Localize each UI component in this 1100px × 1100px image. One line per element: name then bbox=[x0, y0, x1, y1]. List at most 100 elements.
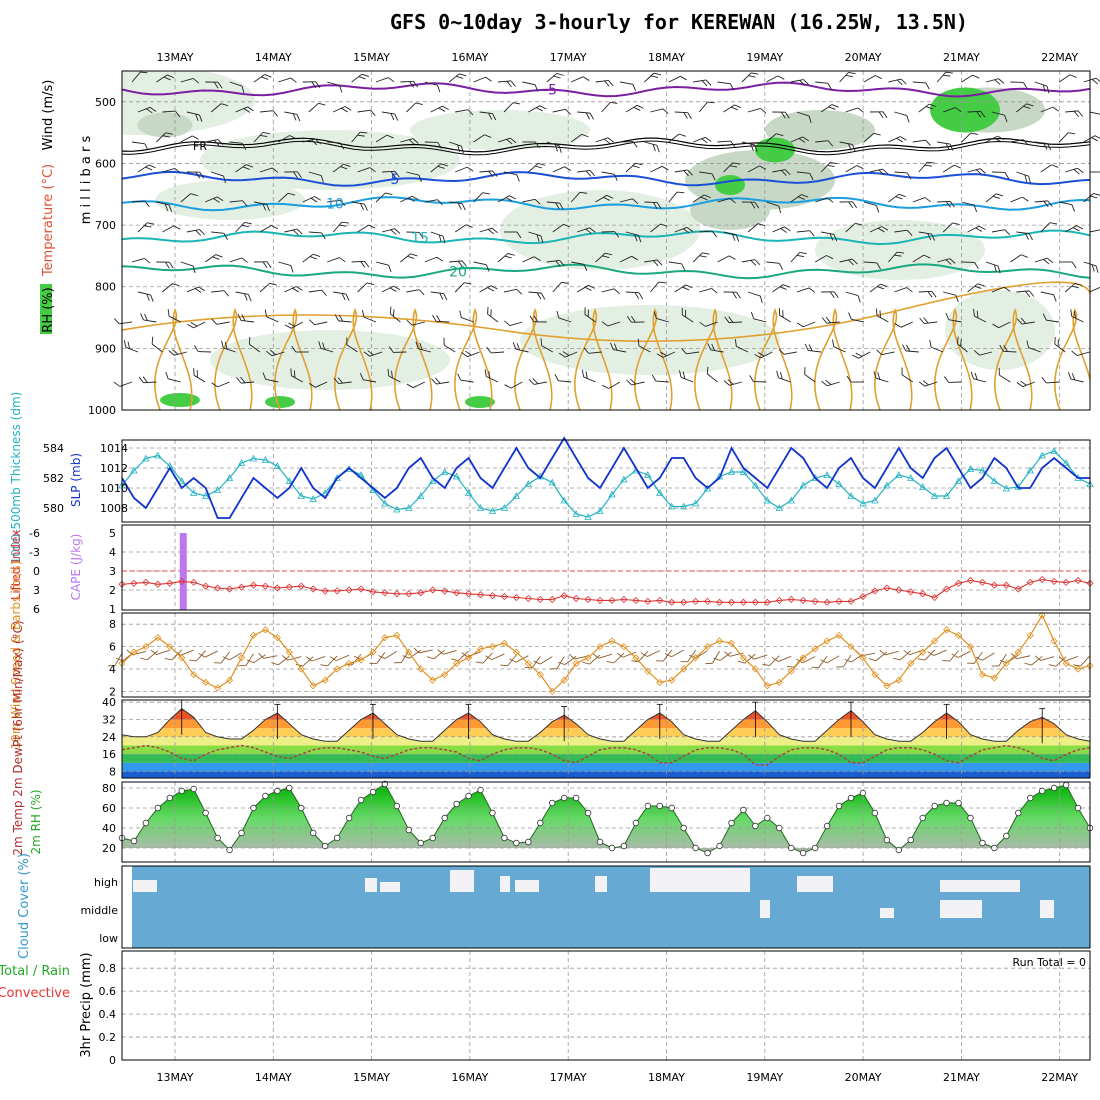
upper-wind-barb-6-6-staff bbox=[278, 261, 292, 267]
upper-wind-barb-39-10-flag-0 bbox=[1067, 372, 1072, 380]
upper-wind-barb-28-8 bbox=[796, 321, 816, 328]
wind10m-barb-63 bbox=[855, 650, 875, 657]
li-point-56 bbox=[787, 595, 795, 604]
wind10m-speed-point-48 bbox=[692, 654, 700, 662]
upper-wind-barb-34-1 bbox=[967, 110, 986, 118]
wind10m-speed-point-56 bbox=[787, 667, 795, 675]
precip-tick-2: 0.4 bbox=[99, 1008, 117, 1021]
upper-wind-barb-17-10 bbox=[528, 378, 547, 385]
upper-wind-barb-4-1 bbox=[235, 106, 254, 113]
upper-wind-barb-27-6-flag-0 bbox=[799, 252, 807, 255]
thickness-point-12 bbox=[261, 456, 270, 463]
upper-wind-barb-35-10-flag-0 bbox=[970, 371, 974, 379]
wind10m-barb-26-flag-0 bbox=[413, 647, 420, 654]
thickness-point-6 bbox=[190, 489, 198, 496]
upper-wind-barb-10-0 bbox=[375, 77, 395, 83]
li-point-6 bbox=[190, 578, 198, 586]
thickness-point-51 bbox=[727, 468, 736, 475]
upper-wind-barb-26-4-flag-0 bbox=[778, 205, 782, 214]
li-point-67 bbox=[919, 590, 927, 598]
thickness-point-45 bbox=[656, 489, 664, 496]
upper-wind-barb-6-3-flag-1 bbox=[293, 171, 298, 179]
upper-wind-barb-24-4-staff bbox=[717, 197, 731, 203]
top-day-label-3: 16MAY bbox=[451, 51, 488, 64]
upper-wind-barb-6-1 bbox=[284, 111, 301, 122]
upper-wind-barb-17-5-staff bbox=[552, 223, 564, 233]
upper-wind-barb-38-8-staff bbox=[1046, 319, 1060, 323]
upper-wind-barb-12-3-flag-1 bbox=[437, 165, 445, 169]
upper-wind-barb-4-7-flag-1 bbox=[244, 293, 248, 301]
upper-wind-barb-28-7-flag-0 bbox=[833, 291, 839, 298]
upper-wind-barb-21-3 bbox=[650, 165, 669, 173]
thickness-point-7 bbox=[201, 492, 210, 499]
upper-wind-barb-28-1 bbox=[820, 104, 839, 113]
upper-wind-barb-20-0 bbox=[619, 81, 637, 92]
li-point-63 bbox=[871, 587, 879, 595]
upper-wind-barb-15-4-staff bbox=[497, 195, 510, 203]
wind10m-barb-17-staff bbox=[311, 656, 326, 662]
upper-wind-barb-22-8-staff bbox=[656, 317, 669, 323]
upper-wind-barb-3-8-flag-1 bbox=[190, 322, 198, 327]
slp-tick-1: 1010 bbox=[100, 482, 128, 495]
upper-wind-barb-6-0-staff bbox=[278, 77, 291, 83]
warm-contour-7 bbox=[574, 307, 613, 410]
upper-wind-barb-7-2 bbox=[302, 138, 322, 146]
upper-wind-barb-1-7-flag-0 bbox=[172, 283, 180, 287]
upper-wind-barb-31-9 bbox=[876, 349, 895, 356]
upper-wind-barb-13-5 bbox=[454, 224, 473, 233]
upper-wind-barb-35-4-staff bbox=[985, 193, 997, 203]
wind10m-barb-31-flag-0 bbox=[475, 661, 483, 664]
upper-wind-barb-33-6-flag-1 bbox=[945, 259, 952, 265]
upper-wind-barb-9-7-staff bbox=[357, 282, 368, 293]
pressure-tick-4: 900 bbox=[95, 342, 116, 355]
upper-wind-barb-10-6-staff bbox=[375, 261, 389, 266]
slp-tick-0: 1008 bbox=[100, 502, 128, 515]
upper-wind-barb-37-5 bbox=[1040, 222, 1058, 233]
upper-wind-barb-15-3-staff bbox=[503, 171, 517, 176]
wind10m-barb-12-flag-0 bbox=[246, 659, 254, 664]
upper-wind-barb-11-0-flag-0 bbox=[413, 81, 419, 88]
upper-wind-barb-33-2 bbox=[937, 141, 954, 151]
temp2m-tick-0: 8 bbox=[109, 766, 116, 779]
upper-wind-barb-35-10 bbox=[970, 371, 987, 383]
upper-wind-barb-0-6-flag-0 bbox=[144, 258, 151, 264]
upper-wind-barb-4-0 bbox=[229, 81, 245, 94]
upper-wind-barb-22-0 bbox=[668, 75, 687, 83]
upper-wind-barb-5-0-flag-1 bbox=[261, 76, 269, 80]
upper-wind-barb-32-10 bbox=[901, 367, 914, 383]
wind10m-speed-point-53 bbox=[751, 665, 759, 673]
upper-wind-barb-35-5 bbox=[991, 229, 1011, 236]
upper-wind-barb-11-2-staff bbox=[400, 138, 414, 143]
upper-wind-barb-20-4-staff bbox=[619, 198, 633, 203]
upper-wind-barb-12-6-staff bbox=[424, 256, 438, 263]
wind10m-speed-point-10 bbox=[237, 654, 246, 662]
li-point-43 bbox=[632, 596, 640, 604]
thickness-point-55 bbox=[775, 504, 783, 511]
upper-wind-barb-10-2 bbox=[375, 134, 394, 143]
slp-tick-3: 1014 bbox=[100, 442, 128, 455]
upper-wind-barb-31-5-staff bbox=[894, 229, 908, 233]
thickness-tick-0: 580 bbox=[43, 502, 64, 515]
upper-wind-barb-32-7-staff bbox=[918, 290, 932, 293]
upper-wind-barb-16-2 bbox=[522, 141, 540, 149]
bottom-day-label-9: 22MAY bbox=[1041, 1071, 1078, 1084]
thickness-point-69 bbox=[942, 492, 951, 499]
top-day-label-0: 13MAY bbox=[157, 51, 194, 64]
upper-wind-barb-19-4-flag-1 bbox=[603, 196, 611, 201]
upper-wind-barb-34-7-flag-1 bbox=[974, 285, 982, 289]
upper-wind-barb-21-0-flag-1 bbox=[650, 75, 659, 78]
upper-wind-barb-27-10-flag-0 bbox=[776, 370, 779, 378]
upper-wind-barb-36-9-flag-1 bbox=[1003, 345, 1008, 352]
upper-wind-barb-30-0 bbox=[863, 75, 882, 83]
li-point-41 bbox=[608, 596, 616, 604]
upper-wind-barb-36-10 bbox=[998, 367, 1011, 383]
upper-wind-barb-24-1-flag-0 bbox=[734, 104, 742, 109]
upper-wind-barb-19-5-flag-0 bbox=[614, 231, 620, 238]
upper-wind-barb-13-2-staff bbox=[449, 141, 462, 147]
upper-wind-barb-38-1-flag-0 bbox=[1077, 110, 1084, 117]
upper-wind-barb-37-7 bbox=[1040, 291, 1057, 302]
wind10m-tick-3: 8 bbox=[109, 618, 116, 631]
wind10m-barb-57-staff bbox=[793, 656, 804, 668]
wind10m-barb-51-staff bbox=[720, 651, 732, 661]
li-point-36 bbox=[548, 595, 556, 604]
